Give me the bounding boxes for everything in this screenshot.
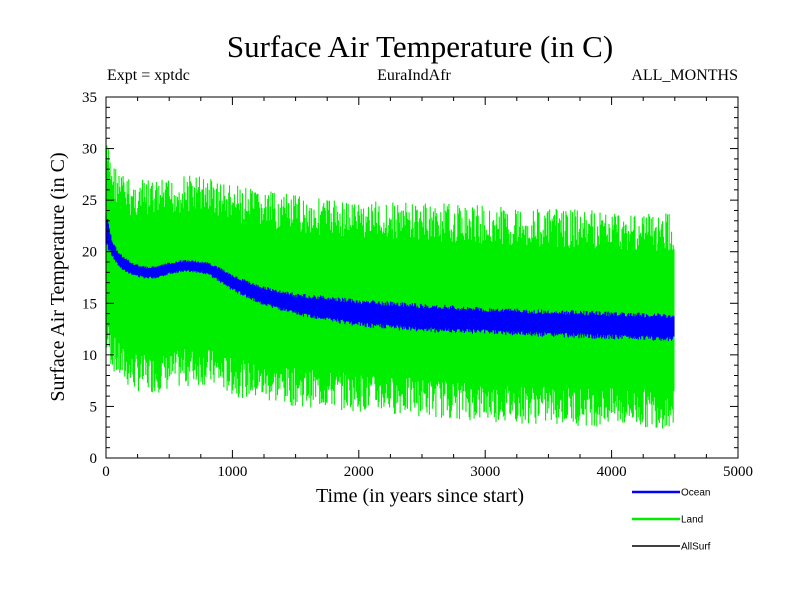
subtitle-center: EuraIndAfr [377, 67, 451, 84]
x-tick-label: 4000 [597, 464, 627, 480]
subtitle-left: Expt = xptdc [107, 67, 190, 84]
chart-title: Surface Air Temperature (in C) [227, 29, 613, 64]
legend-label-ocean: Ocean [681, 488, 710, 499]
x-axis-label: Time (in years since start) [316, 485, 524, 507]
y-tick-label: 0 [90, 451, 98, 467]
y-tick-label: 10 [82, 348, 97, 364]
y-tick-label: 5 [90, 399, 98, 415]
subtitle-right: ALL_MONTHS [631, 67, 738, 84]
y-tick-label: 15 [82, 296, 97, 312]
y-tick-label: 30 [82, 142, 97, 158]
x-tick-label: 5000 [723, 464, 753, 480]
tick-layer: 0 1000 2000 3000 4000 5000 0 5 10 15 20 25 30 35 [82, 90, 753, 480]
y-tick-label: 35 [82, 90, 97, 106]
x-tick-label: 0 [102, 464, 110, 480]
x-tick-label: 2000 [344, 464, 374, 480]
y-axis-label: Surface Air Temperature (in C) [47, 152, 69, 401]
legend: Ocean Land AllSurf [632, 488, 711, 553]
series-layer [105, 145, 675, 429]
x-tick-label: 3000 [470, 464, 500, 480]
series-land-band [105, 145, 675, 429]
x-tick-label: 1000 [217, 464, 247, 480]
y-tick-label: 20 [82, 245, 97, 261]
legend-label-land: Land [681, 515, 703, 526]
y-tick-label: 25 [82, 193, 97, 209]
series-land [105, 145, 675, 429]
legend-label-allsurf: AllSurf [681, 542, 711, 553]
